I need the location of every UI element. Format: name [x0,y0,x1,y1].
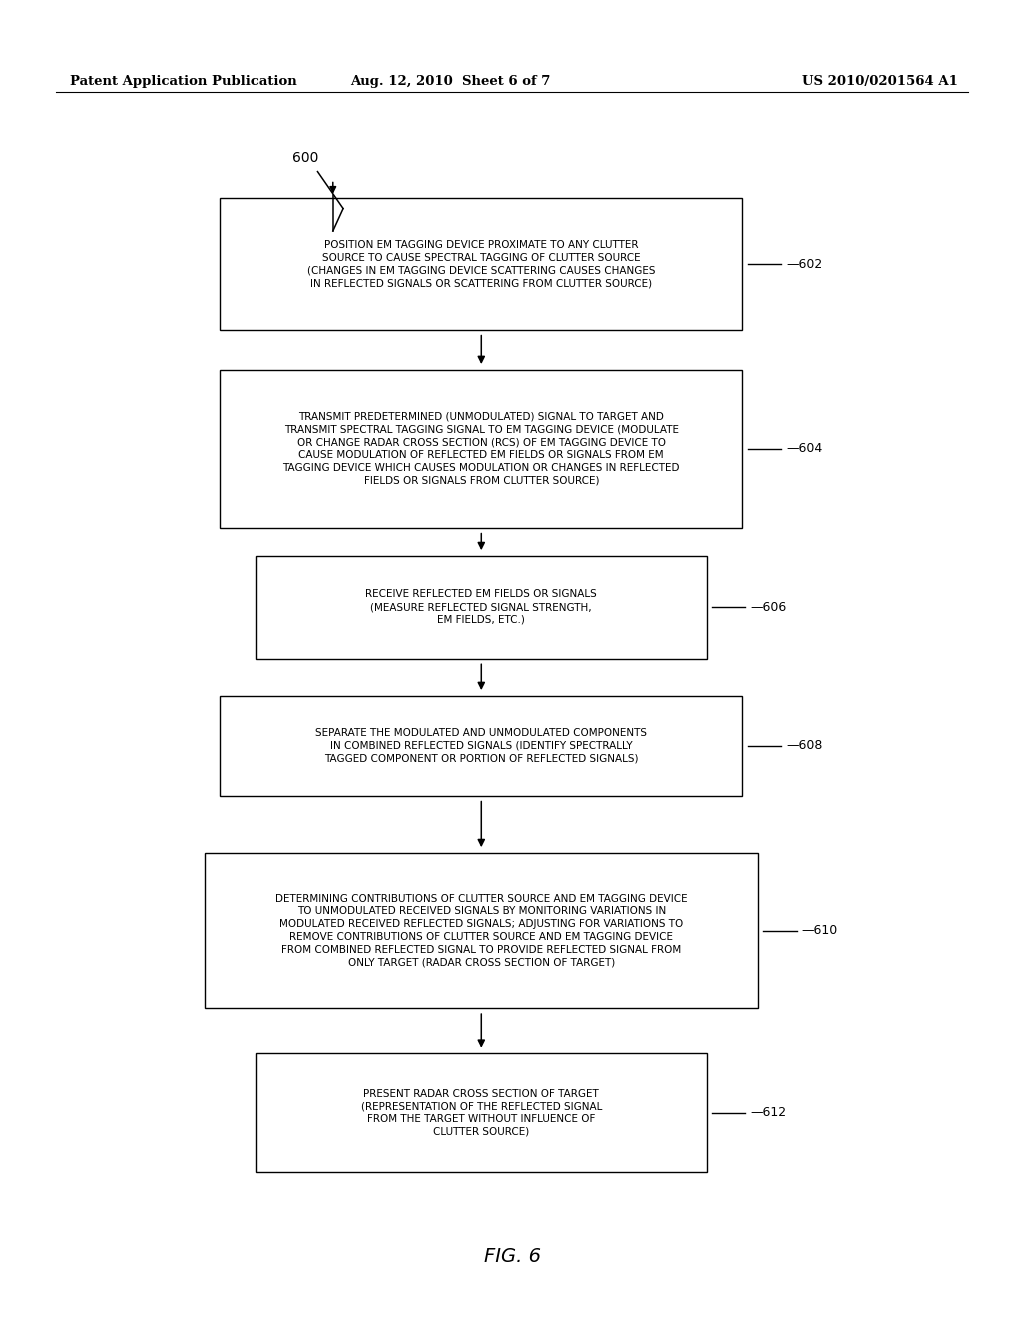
Text: RECEIVE REFLECTED EM FIELDS OR SIGNALS
(MEASURE REFLECTED SIGNAL STRENGTH,
EM FI: RECEIVE REFLECTED EM FIELDS OR SIGNALS (… [366,590,597,624]
Text: Patent Application Publication: Patent Application Publication [70,75,296,88]
Text: —608: —608 [786,739,823,752]
Text: —610: —610 [802,924,838,937]
Text: —604: —604 [786,442,822,455]
Text: TRANSMIT PREDETERMINED (UNMODULATED) SIGNAL TO TARGET AND
TRANSMIT SPECTRAL TAGG: TRANSMIT PREDETERMINED (UNMODULATED) SIG… [283,412,680,486]
Text: —606: —606 [751,601,786,614]
Text: 600: 600 [292,152,318,165]
Text: DETERMINING CONTRIBUTIONS OF CLUTTER SOURCE AND EM TAGGING DEVICE
TO UNMODULATED: DETERMINING CONTRIBUTIONS OF CLUTTER SOU… [275,894,687,968]
Text: —612: —612 [751,1106,786,1119]
Text: —602: —602 [786,257,822,271]
Text: FIG. 6: FIG. 6 [483,1247,541,1266]
Text: POSITION EM TAGGING DEVICE PROXIMATE TO ANY CLUTTER
SOURCE TO CAUSE SPECTRAL TAG: POSITION EM TAGGING DEVICE PROXIMATE TO … [307,240,655,288]
Bar [205,853,758,1008]
Bar [220,370,742,528]
Text: US 2010/0201564 A1: US 2010/0201564 A1 [802,75,957,88]
Text: Aug. 12, 2010  Sheet 6 of 7: Aug. 12, 2010 Sheet 6 of 7 [350,75,551,88]
Bar [220,696,742,796]
Bar [256,1053,707,1172]
Text: SEPARATE THE MODULATED AND UNMODULATED COMPONENTS
IN COMBINED REFLECTED SIGNALS : SEPARATE THE MODULATED AND UNMODULATED C… [315,729,647,763]
Bar [220,198,742,330]
Bar [256,556,707,659]
Text: PRESENT RADAR CROSS SECTION OF TARGET
(REPRESENTATION OF THE REFLECTED SIGNAL
FR: PRESENT RADAR CROSS SECTION OF TARGET (R… [360,1089,602,1137]
